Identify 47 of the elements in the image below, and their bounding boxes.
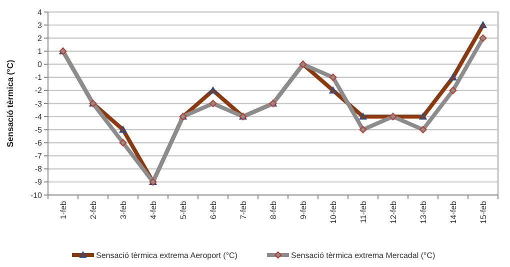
legend-label: Sensació tèrmica extrema Mercadal (°C)	[291, 250, 436, 260]
x-tick-label: 8-feb	[268, 200, 278, 220]
point	[209, 100, 217, 108]
x-tick-label: 3-feb	[118, 200, 128, 220]
point	[449, 74, 457, 80]
point	[329, 74, 337, 82]
point	[119, 126, 127, 133]
y-tick-label: 3	[38, 20, 43, 30]
y-tick-label: -5	[34, 125, 43, 134]
y-axis-title: Sensació tèrmica (°C)	[4, 60, 15, 148]
x-tick-label: 5-feb	[178, 200, 188, 220]
point	[419, 126, 427, 134]
legend-label: Sensació tèrmica extrema Aeroport (°C)	[96, 250, 238, 260]
y-tick-label: -8	[34, 164, 43, 174]
point	[329, 86, 337, 94]
y-tick-label: -10	[30, 190, 43, 200]
point	[209, 86, 217, 94]
y-tick-label: 4	[38, 8, 43, 17]
point	[419, 112, 427, 120]
y-tick-label: -6	[34, 138, 43, 148]
y-tick-label: -4	[34, 112, 43, 122]
x-tick-label: 2-feb	[88, 200, 98, 220]
x-tick-label: 13-feb	[418, 200, 428, 224]
y-tick-label: -2	[34, 86, 43, 96]
point	[359, 112, 367, 120]
x-tick-label: 11-feb	[358, 200, 368, 224]
point	[449, 86, 457, 94]
y-tick-label: 1	[38, 47, 43, 56]
point	[479, 34, 487, 42]
x-tick-label: 7-feb	[238, 200, 248, 220]
x-tick-label: 14-feb	[448, 200, 458, 224]
y-tick-label: -7	[34, 152, 43, 161]
point	[119, 139, 127, 146]
y-tick-label: -3	[34, 99, 43, 108]
x-tick-label: 10-feb	[328, 200, 338, 224]
x-tick-label: 1-feb	[58, 200, 68, 220]
x-tick-label: 6-feb	[208, 200, 218, 220]
y-tick-label: 0	[38, 60, 43, 70]
x-tick-label: 15-feb	[478, 200, 488, 224]
x-tick-label: 12-feb	[388, 200, 398, 224]
x-tick-label: 4-feb	[148, 200, 158, 220]
y-tick-label: -1	[34, 73, 43, 82]
point	[479, 21, 487, 28]
y-tick-label: -9	[34, 178, 43, 187]
y-tick-label: 2	[38, 34, 43, 43]
point	[359, 126, 367, 134]
x-tick-label: 9-feb	[298, 200, 308, 220]
